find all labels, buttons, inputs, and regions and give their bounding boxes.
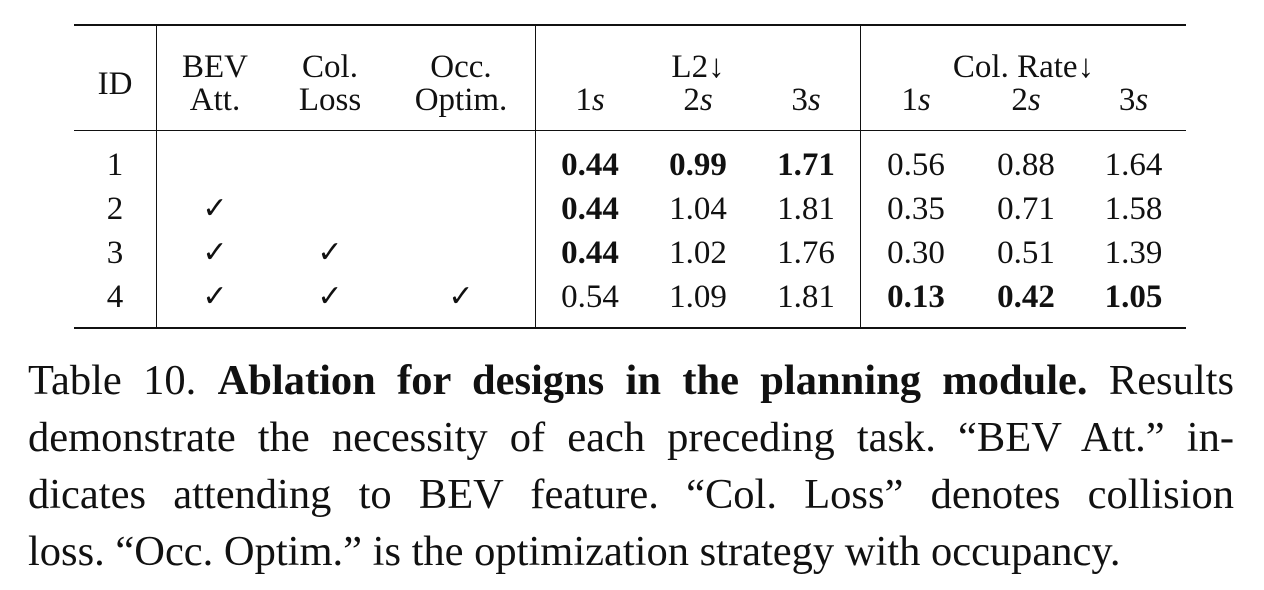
cell-id: 2 (74, 187, 157, 231)
cell-occ-optim (387, 231, 536, 275)
header-l2-1s-unit: s (591, 82, 605, 118)
header-cr-1s-num: 1 (901, 82, 918, 118)
cell-id: 4 (74, 275, 157, 328)
header-l2-1s: 1s (536, 84, 645, 131)
caption-line-1: Table 10. Ablation for designs in the pl… (28, 352, 1234, 409)
cell-bev-att: ✓ (202, 191, 228, 226)
header-cr-2s-unit: s (1027, 82, 1041, 118)
table-caption: Table 10. Ablation for designs in the pl… (28, 352, 1234, 580)
header-l2-1s-num: 1 (575, 82, 592, 118)
cell-cr-1s: 0.13 (887, 278, 945, 315)
cell-occ-optim: ✓ (387, 275, 536, 328)
header-row-bottom: Att. Loss Optim. 1s 2s 3s 1s 2s 3s (74, 84, 1186, 131)
cell-col-loss (273, 131, 387, 188)
cell-cr-2s: 0.42 (997, 278, 1055, 315)
cell-col-loss: ✓ (317, 235, 343, 270)
cell-cr-3s: 1.39 (1104, 234, 1163, 271)
caption-line-4: loss. “Occ. Optim.” is the optimization … (28, 528, 1121, 575)
cell-l2-2s: 0.99 (669, 146, 727, 183)
header-l2-3s: 3s (752, 84, 861, 131)
cell-bev-att: ✓ (202, 235, 228, 270)
cell-cr-3s: 1.64 (1104, 146, 1163, 183)
header-row-top: ID BEV Col. Occ. L2↓ Col. Rate↓ (74, 25, 1186, 131)
header-cr-2s: 2s (971, 84, 1081, 131)
table-row: 3 ✓ ✓ 0.44 1.02 1.76 0.30 0.51 1.39 (74, 231, 1186, 275)
cell-id: 1 (74, 130, 157, 187)
header-cr-2s-num: 2 (1011, 82, 1028, 118)
cell-cr-1s: 0.35 (887, 190, 945, 227)
cell-col-loss (273, 187, 387, 231)
header-occ-top: Occ. (387, 25, 536, 84)
ablation-table-container: ID BEV Col. Occ. L2↓ Col. Rate↓ Att. Los… (74, 24, 1186, 329)
caption-line-2: demonstrate the necessity of each preced… (28, 414, 1234, 461)
cell-cr-1s: 0.30 (887, 234, 945, 271)
caption-label: Table 10. (28, 357, 197, 404)
cell-occ-optim (387, 130, 536, 187)
cell-cr-3s: 1.58 (1104, 190, 1163, 227)
caption-line-3: dicates attending to BEV feature. “Col. … (28, 471, 1234, 518)
header-cr-3s: 3s (1081, 84, 1186, 131)
cell-l2-3s: 1.81 (752, 187, 861, 231)
cell-l2-1s: 0.54 (561, 278, 619, 315)
table-row: 1 0.44 0.99 1.71 0.56 0.88 1.64 (74, 130, 1186, 188)
cell-occ-optim (387, 187, 536, 231)
table-row: 2 ✓ 0.44 1.04 1.81 0.35 0.71 1.58 (74, 187, 1186, 231)
cell-l2-3s: 1.81 (752, 275, 861, 328)
header-l2-2s: 2s (644, 84, 752, 131)
cell-id: 3 (74, 231, 157, 275)
header-l2-3s-num: 3 (791, 82, 808, 118)
caption-line-1-tail: Results (1108, 357, 1234, 404)
cell-l2-1s: 0.44 (561, 146, 619, 183)
cell-l2-2s: 1.04 (669, 190, 727, 227)
cell-l2-3s: 1.71 (752, 130, 861, 187)
cell-l2-3s: 1.76 (752, 231, 861, 275)
cell-cr-1s: 0.56 (887, 146, 945, 183)
cell-cr-2s: 0.88 (997, 146, 1055, 183)
cell-l2-1s: 0.44 (561, 234, 619, 271)
header-cr-3s-unit: s (1135, 82, 1149, 118)
table-row: 4 ✓ ✓ ✓ 0.54 1.09 1.81 0.13 0.42 1.05 (74, 275, 1186, 328)
cell-l2-2s: 1.02 (669, 234, 727, 271)
cell-cr-2s: 0.71 (997, 190, 1055, 227)
header-col-bottom: Loss (298, 82, 362, 118)
header-cr-1s-unit: s (917, 82, 931, 118)
header-bev-bottom: Att. (189, 82, 241, 118)
header-col-top: Col. (302, 49, 358, 85)
header-bev-top: BEV (182, 49, 248, 85)
header-l2-2s-num: 2 (683, 82, 700, 118)
cell-l2-1s: 0.44 (561, 190, 619, 227)
header-id: ID (74, 25, 157, 131)
header-l2-2s-unit: s (699, 82, 713, 118)
ablation-table: ID BEV Col. Occ. L2↓ Col. Rate↓ Att. Los… (74, 24, 1186, 329)
header-l2: L2↓ (535, 25, 861, 84)
header-l2-3s-unit: s (807, 82, 821, 118)
header-cr-3s-num: 3 (1118, 82, 1136, 118)
header-col-rate: Col. Rate↓ (952, 49, 1095, 85)
cell-bev-att (157, 131, 274, 188)
cell-cr-3s: 1.05 (1104, 278, 1163, 315)
header-cr-1s: 1s (861, 84, 972, 131)
cell-col-loss: ✓ (317, 279, 343, 314)
header-occ-bottom: Optim. (387, 84, 536, 131)
caption-title: Ablation for designs in the planning mod… (217, 357, 1088, 404)
cell-l2-2s: 1.09 (669, 278, 727, 315)
cell-bev-att: ✓ (202, 279, 228, 314)
cell-cr-2s: 0.51 (997, 234, 1055, 271)
